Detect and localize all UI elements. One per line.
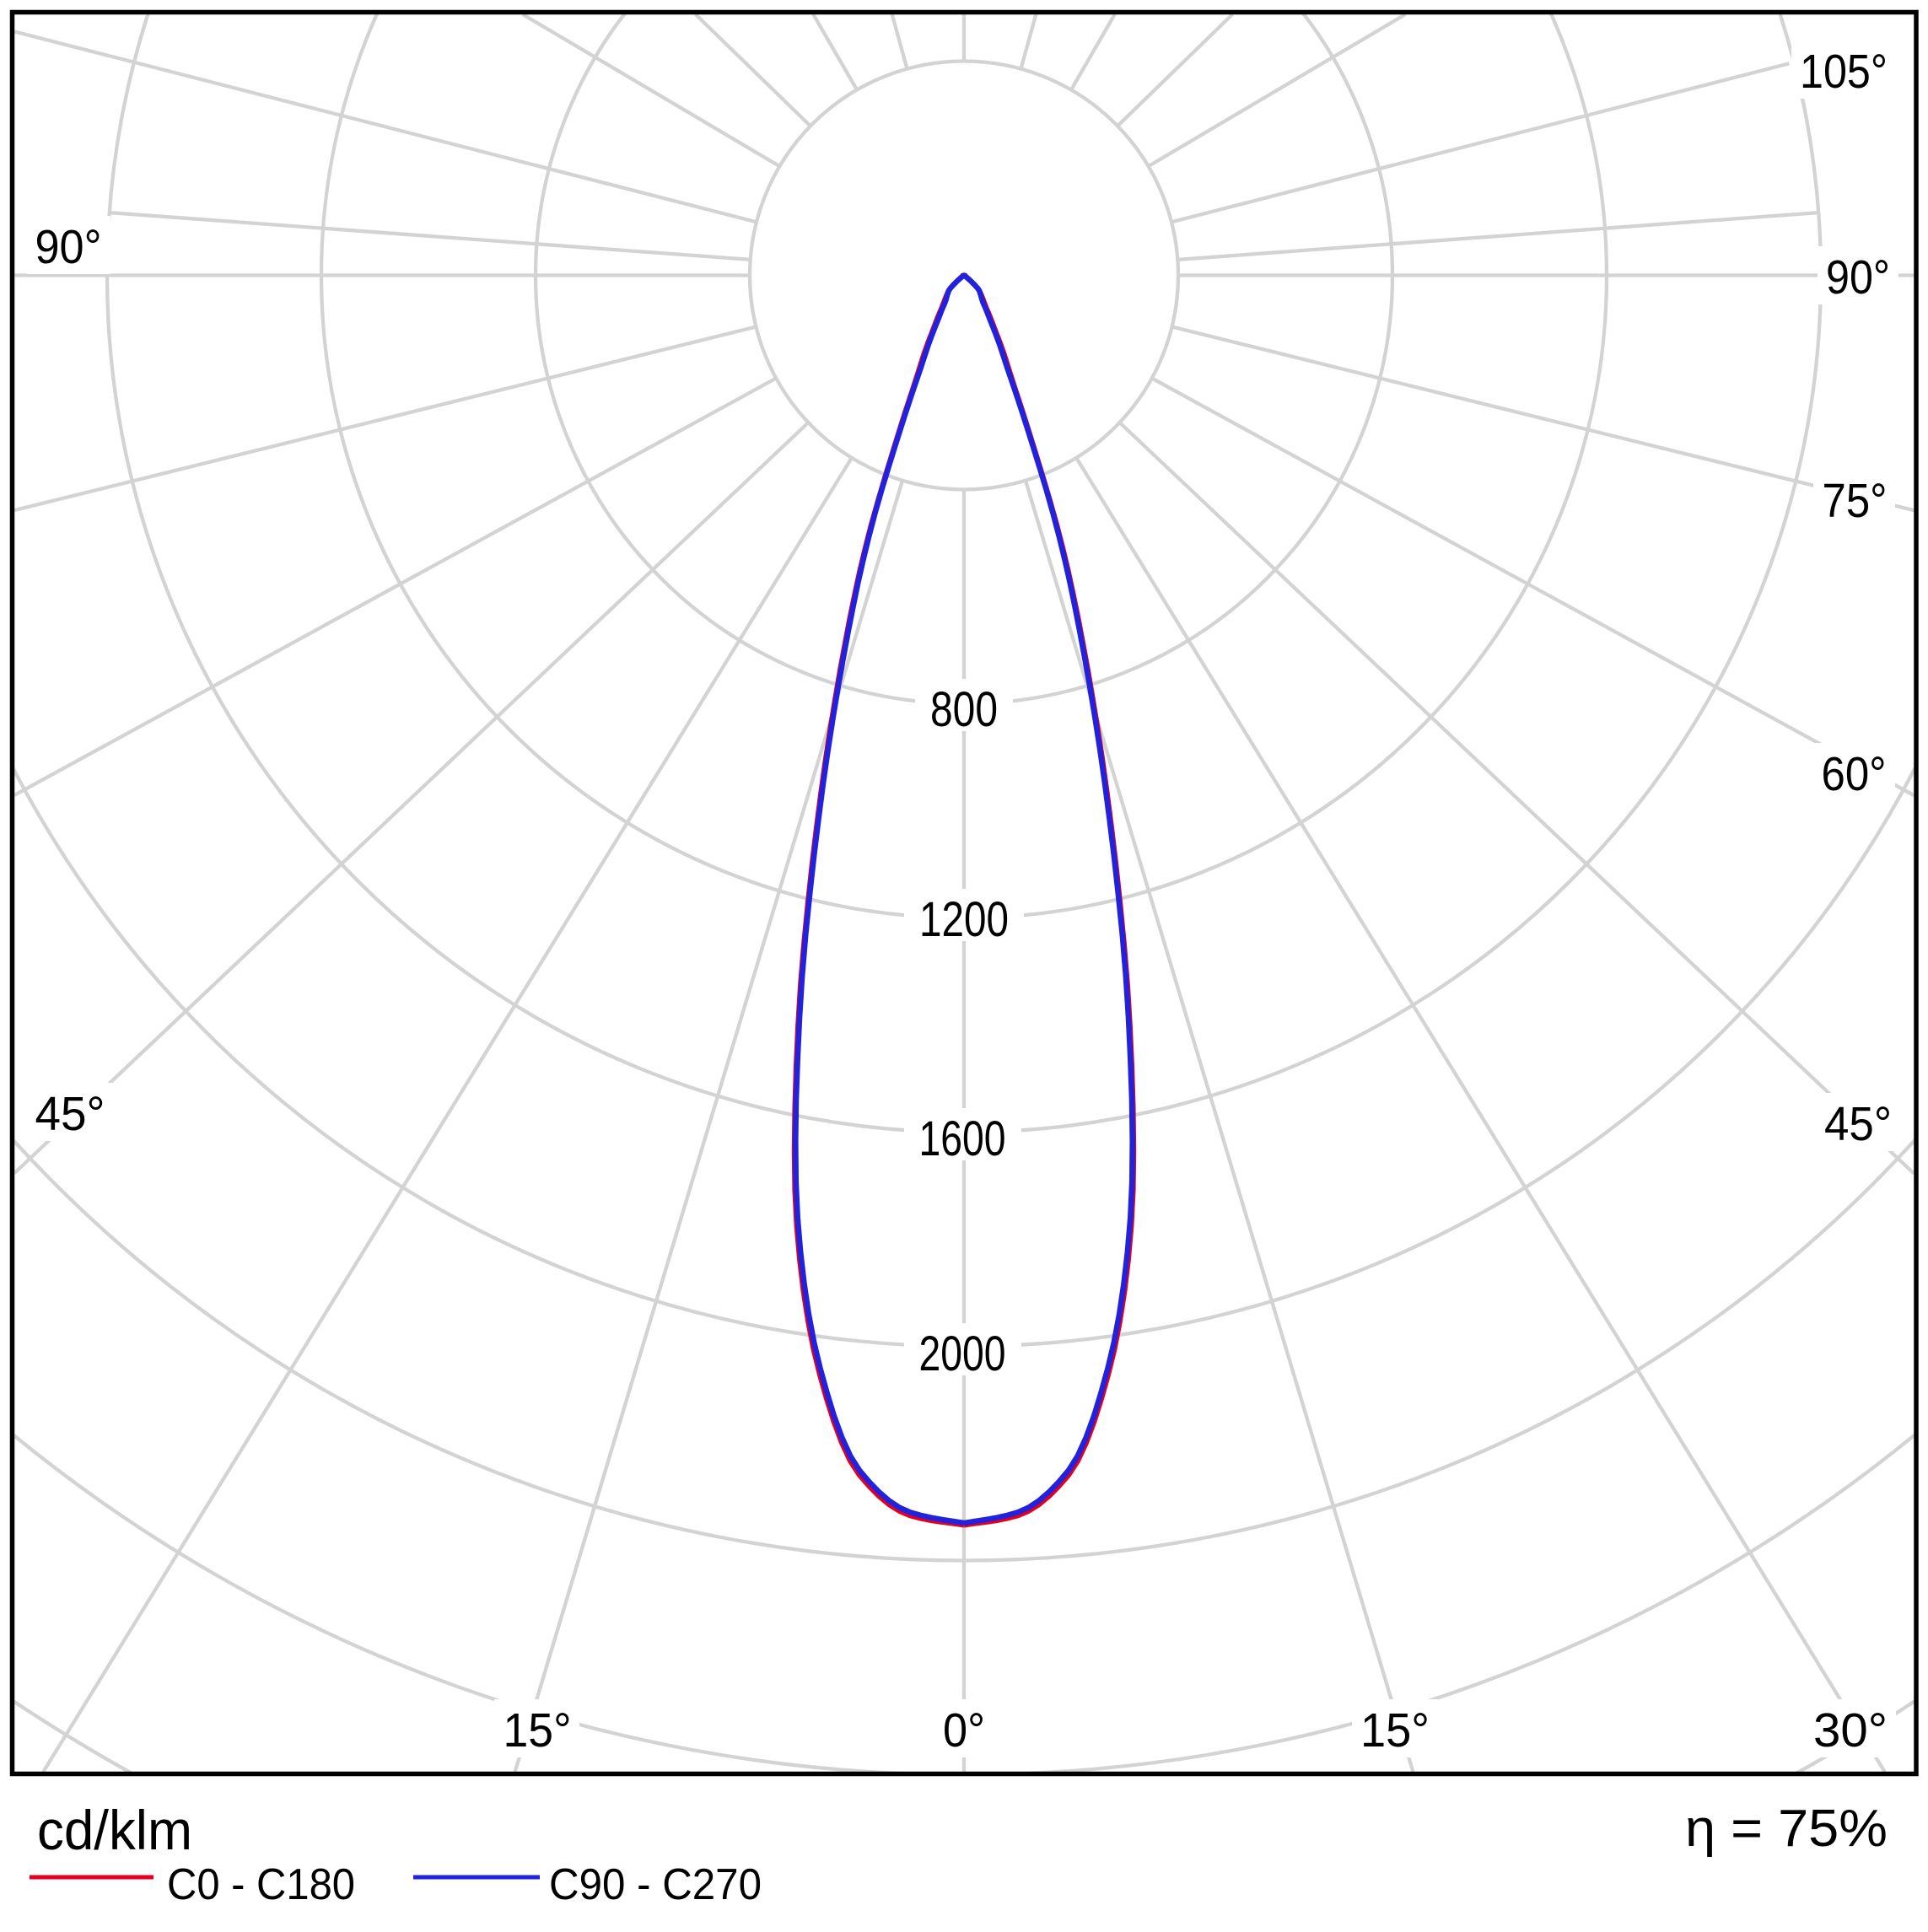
svg-text:15°: 15° <box>504 1703 572 1757</box>
svg-text:800: 800 <box>930 682 998 737</box>
svg-text:45°: 45° <box>1824 1097 1892 1151</box>
svg-text:60°: 60° <box>1822 747 1887 801</box>
svg-text:C90 - C270: C90 - C270 <box>549 1860 762 1909</box>
svg-text:1600: 1600 <box>919 1111 1006 1166</box>
svg-text:90°: 90° <box>35 220 102 274</box>
svg-text:0°: 0° <box>943 1703 985 1757</box>
svg-text:15°: 15° <box>1360 1703 1430 1757</box>
svg-text:105°: 105° <box>1800 45 1888 99</box>
svg-text:30°: 30° <box>1813 1703 1888 1757</box>
svg-text:90°: 90° <box>1826 250 1890 304</box>
svg-text:C0 - C180: C0 - C180 <box>167 1860 355 1909</box>
svg-text:η = 75%: η = 75% <box>1685 1800 1888 1858</box>
svg-text:45°: 45° <box>35 1087 105 1141</box>
svg-text:cd/klm: cd/klm <box>37 1799 192 1861</box>
svg-text:2000: 2000 <box>919 1327 1006 1381</box>
svg-text:75°: 75° <box>1823 474 1888 528</box>
svg-text:1200: 1200 <box>919 892 1009 947</box>
